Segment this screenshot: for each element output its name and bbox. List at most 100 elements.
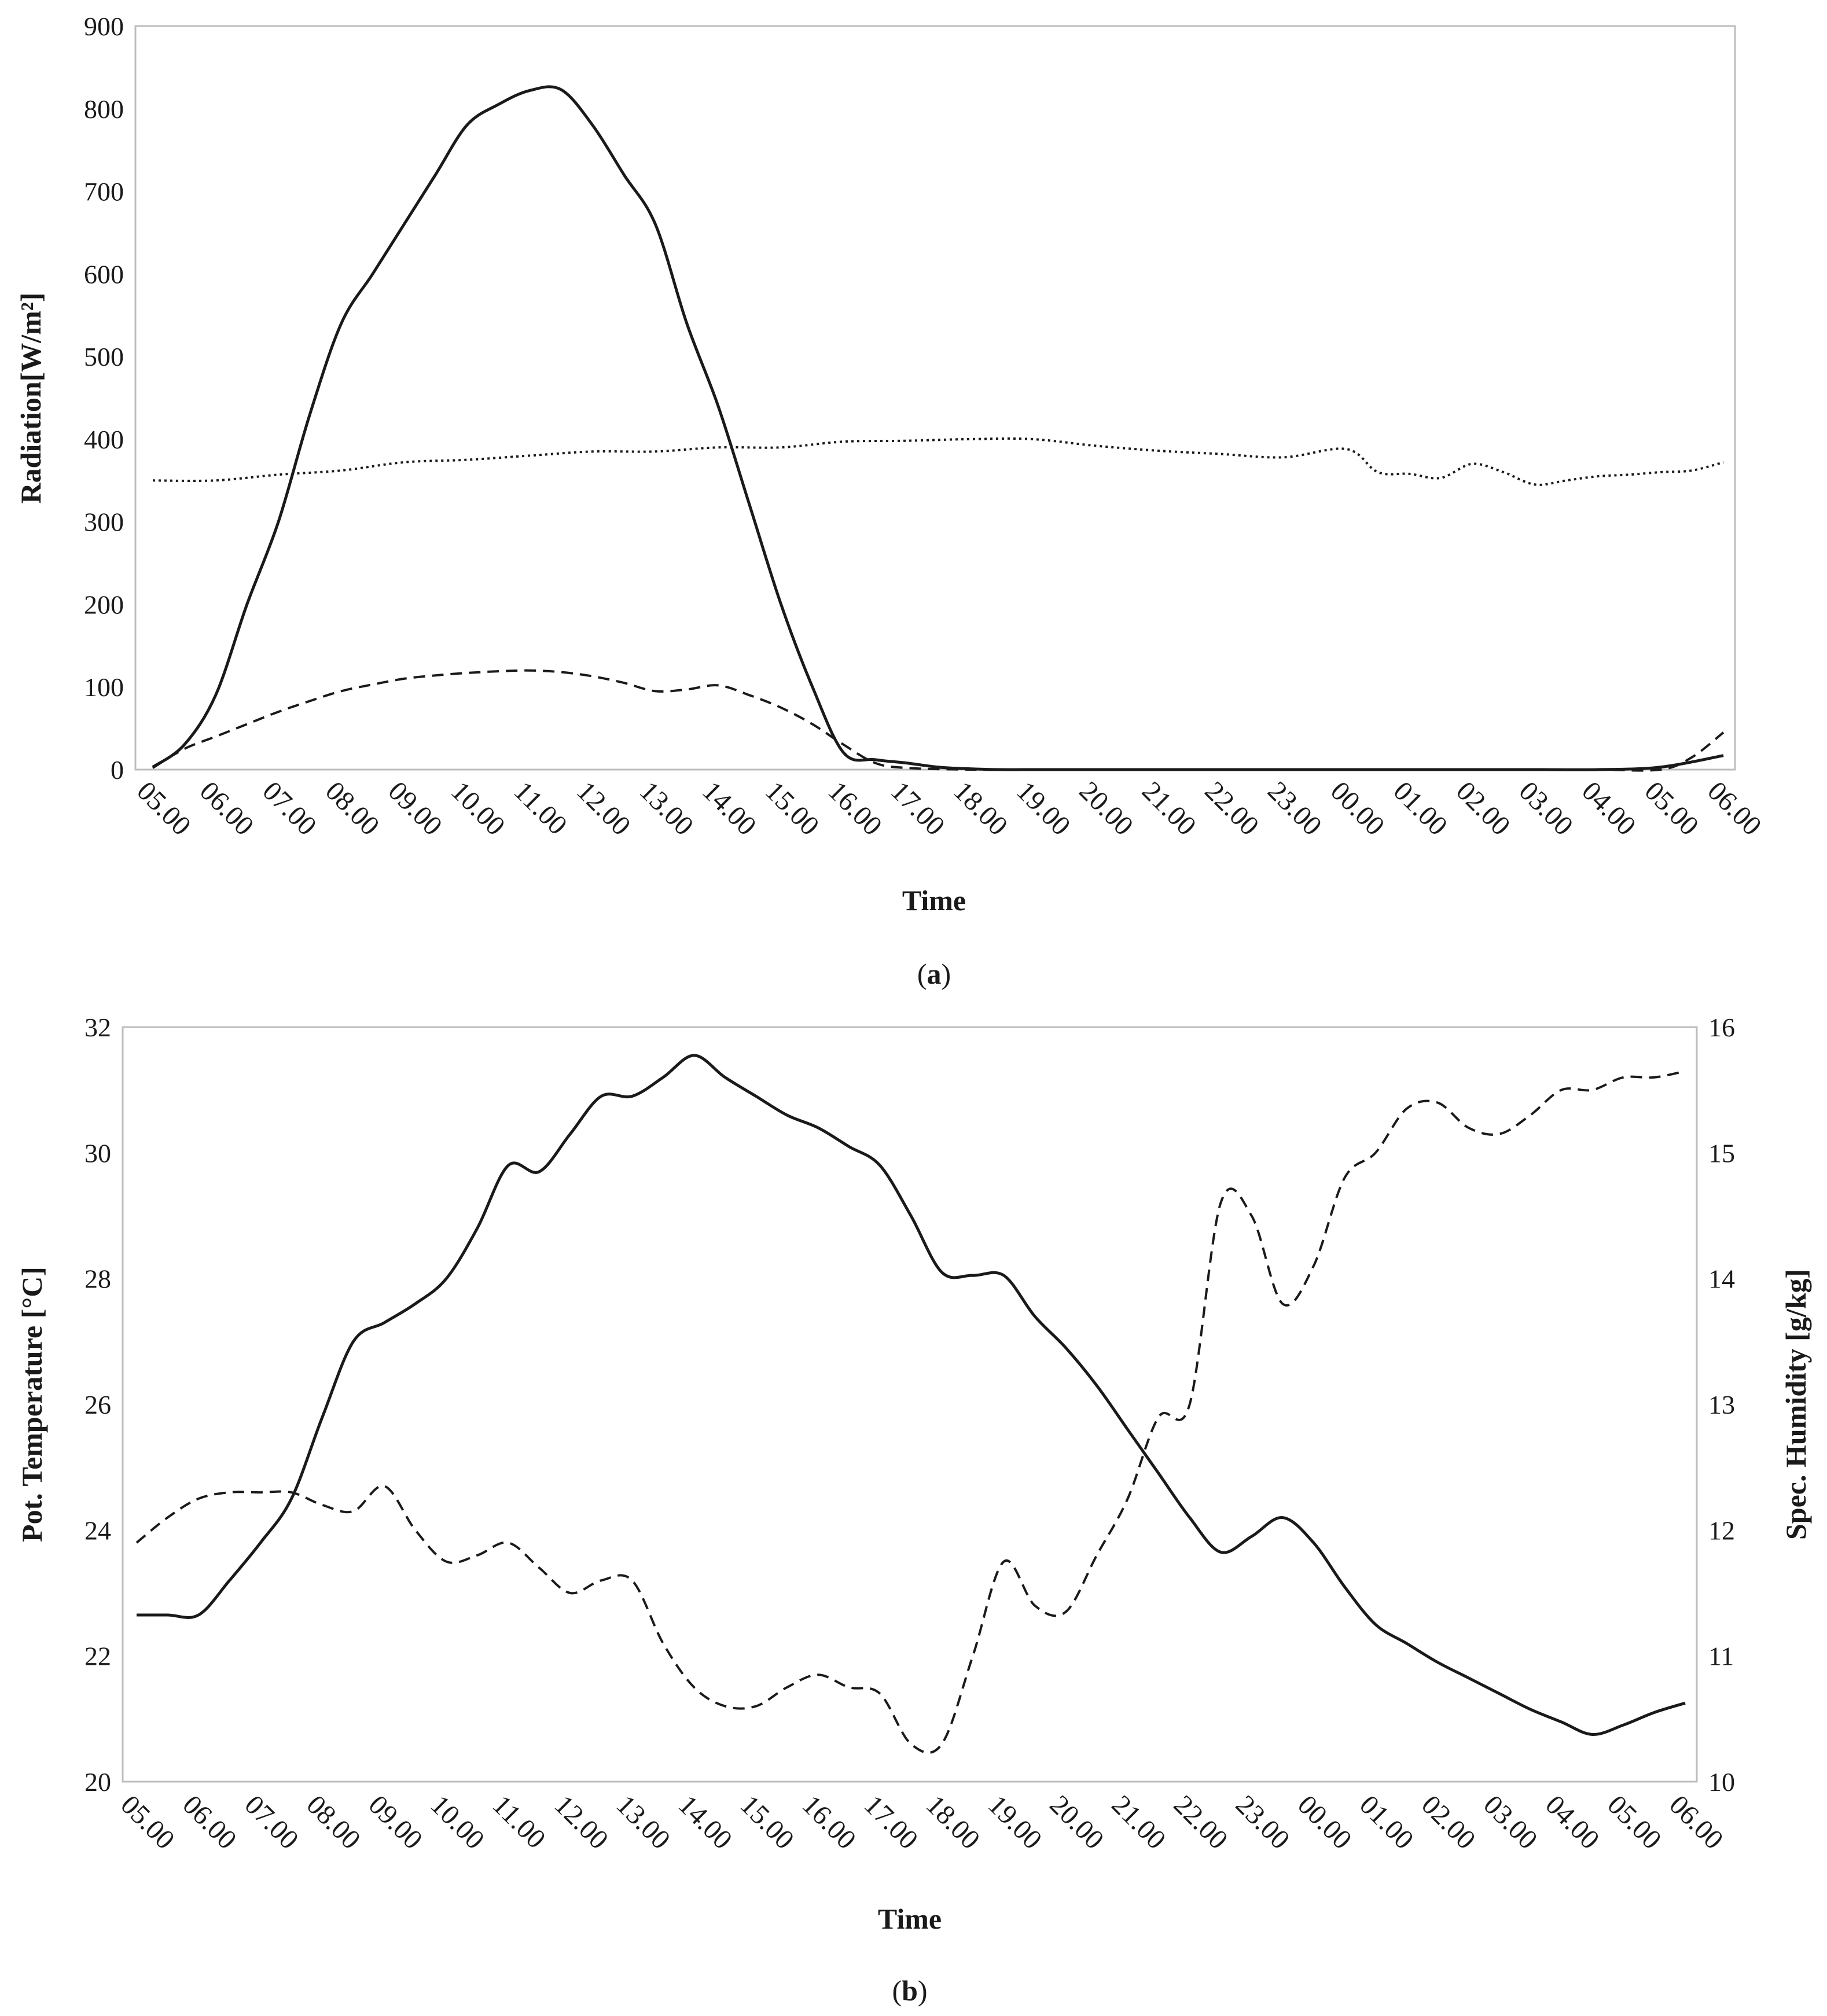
x-tick-label: 14.00 [672, 1789, 738, 1855]
x-tick-label: 02.00 [1416, 1789, 1482, 1855]
y-tick-labels-b-right: 10 11 12 13 14 15 16 [1708, 1013, 1735, 1797]
x-tick-label: 06.00 [1663, 1789, 1729, 1855]
x-tick-label: 20.00 [1074, 775, 1139, 841]
x-tick-label: 15.00 [759, 775, 825, 841]
x-tick-label: 23.00 [1262, 775, 1328, 841]
panel-caption-a: (a) [917, 958, 951, 990]
caption-letter-a: a [927, 958, 942, 990]
x-tick-label: 06.00 [1701, 775, 1767, 841]
panel-caption-b: (b) [892, 1974, 927, 2007]
y-tick-label-right: 12 [1708, 1515, 1735, 1545]
x-tick-label: 01.00 [1387, 775, 1453, 841]
x-tick-label: 22.00 [1168, 1789, 1234, 1855]
x-tick-label: 01.00 [1354, 1789, 1420, 1855]
x-tick-label: 17.00 [858, 1789, 924, 1855]
y-tick-label-right: 10 [1708, 1767, 1735, 1797]
y-tick-label: 26 [84, 1390, 111, 1419]
plot-area-frame-a [134, 25, 1736, 771]
y-tick-label: 600 [84, 259, 124, 289]
y-tick-labels-b-left: 20 22 24 26 28 30 32 [84, 1013, 111, 1797]
series-line-a-dotted [152, 437, 1724, 486]
y-tick-label: 0 [111, 755, 124, 785]
x-tick-label: 15.00 [734, 1789, 800, 1855]
x-tick-label: 18.00 [948, 775, 1014, 841]
series-lines-a [152, 85, 1725, 772]
x-tick-label: 00.00 [1292, 1789, 1358, 1855]
x-tick-label: 09.00 [362, 1789, 428, 1855]
y-tick-label: 900 [84, 12, 124, 41]
y-tick-label-right: 11 [1708, 1642, 1734, 1671]
x-tick-label: 04.00 [1539, 1789, 1605, 1855]
x-tick-label: 16.00 [796, 1789, 862, 1855]
x-tick-label: 18.00 [920, 1789, 986, 1855]
x-tick-label: 10.00 [424, 1789, 490, 1855]
y-tick-label-right: 16 [1708, 1013, 1735, 1042]
x-axis-label-b: Time [878, 1903, 942, 1935]
x-tick-label: 04.00 [1576, 775, 1642, 841]
series-lines-b [135, 1054, 1686, 1754]
y-axis-label-b-right: Spec. Humidity [g/kg] [1780, 1269, 1812, 1540]
x-tick-labels-a: 05.0006.0007.0008.0009.0010.0011.0012.00… [131, 775, 1767, 841]
y-tick-label: 100 [84, 672, 124, 702]
series-line-a-dashed [152, 669, 1725, 772]
y-tick-label-right: 13 [1708, 1390, 1735, 1419]
y-axis-label-a: Radiation[W/m²] [14, 293, 47, 504]
x-tick-label: 16.00 [822, 775, 888, 841]
x-tick-label: 20.00 [1044, 1789, 1110, 1855]
x-tick-label: 12.00 [549, 1789, 615, 1855]
x-tick-label: 02.00 [1450, 775, 1516, 841]
y-tick-label: 300 [84, 507, 124, 537]
y-tick-label: 20 [84, 1767, 111, 1797]
x-tick-label: 23.00 [1230, 1789, 1296, 1855]
x-tick-label: 05.00 [1639, 775, 1705, 841]
x-tick-label: 13.00 [634, 775, 700, 841]
x-tick-label: 05.00 [1601, 1789, 1667, 1855]
y-tick-label: 400 [84, 425, 124, 454]
series-line-b-dashed [135, 1070, 1686, 1754]
x-tick-label: 17.00 [885, 775, 951, 841]
x-tick-label: 22.00 [1199, 775, 1265, 841]
x-tick-label: 09.00 [382, 775, 448, 841]
x-tick-label: 03.00 [1477, 1789, 1543, 1855]
x-tick-label: 05.00 [115, 1789, 181, 1855]
series-line-a-solid [152, 85, 1724, 771]
y-tick-label: 24 [84, 1515, 111, 1545]
y-tick-label: 28 [84, 1264, 111, 1294]
x-tick-label: 21.00 [1136, 775, 1202, 841]
x-tick-labels-b: 05.0006.0007.0008.0009.0010.0011.0012.00… [115, 1789, 1729, 1855]
x-tick-label: 08.00 [300, 1789, 366, 1855]
x-tick-label: 19.00 [1010, 775, 1076, 841]
y-tick-label: 200 [84, 590, 124, 619]
y-tick-label: 800 [84, 94, 124, 124]
y-tick-label: 700 [84, 177, 124, 207]
x-tick-label: 00.00 [1325, 775, 1391, 841]
x-tick-label: 21.00 [1106, 1789, 1172, 1855]
y-tick-label: 500 [84, 342, 124, 371]
x-tick-label: 08.00 [319, 775, 385, 841]
y-tick-label: 30 [84, 1138, 111, 1168]
x-tick-label: 06.00 [177, 1789, 242, 1855]
x-axis-label-a: Time [902, 884, 966, 917]
y-axis-label-b-left: Pot. Temperature [°C] [16, 1267, 48, 1542]
y-tick-label-right: 15 [1708, 1138, 1735, 1168]
x-tick-label: 13.00 [611, 1789, 677, 1855]
x-tick-label: 19.00 [982, 1789, 1048, 1855]
y-tick-label: 32 [84, 1013, 111, 1042]
plot-area-frame-b [122, 1026, 1698, 1783]
x-tick-label: 10.00 [445, 775, 511, 841]
caption-letter-b: b [902, 1974, 918, 2007]
x-tick-label: 03.00 [1513, 775, 1579, 841]
x-tick-label: 06.00 [194, 775, 260, 841]
x-tick-label: 11.00 [486, 1789, 552, 1855]
x-tick-label: 11.00 [508, 775, 574, 841]
y-tick-label-right: 14 [1708, 1264, 1735, 1294]
y-tick-labels-a: 0 100 200 300 400 500 600 700 800 900 [84, 12, 124, 785]
x-tick-label: 07.00 [256, 775, 322, 841]
x-tick-label: 07.00 [238, 1789, 304, 1855]
y-tick-label: 22 [84, 1642, 111, 1671]
x-tick-label: 05.00 [131, 775, 197, 841]
series-line-b-solid [137, 1054, 1686, 1737]
